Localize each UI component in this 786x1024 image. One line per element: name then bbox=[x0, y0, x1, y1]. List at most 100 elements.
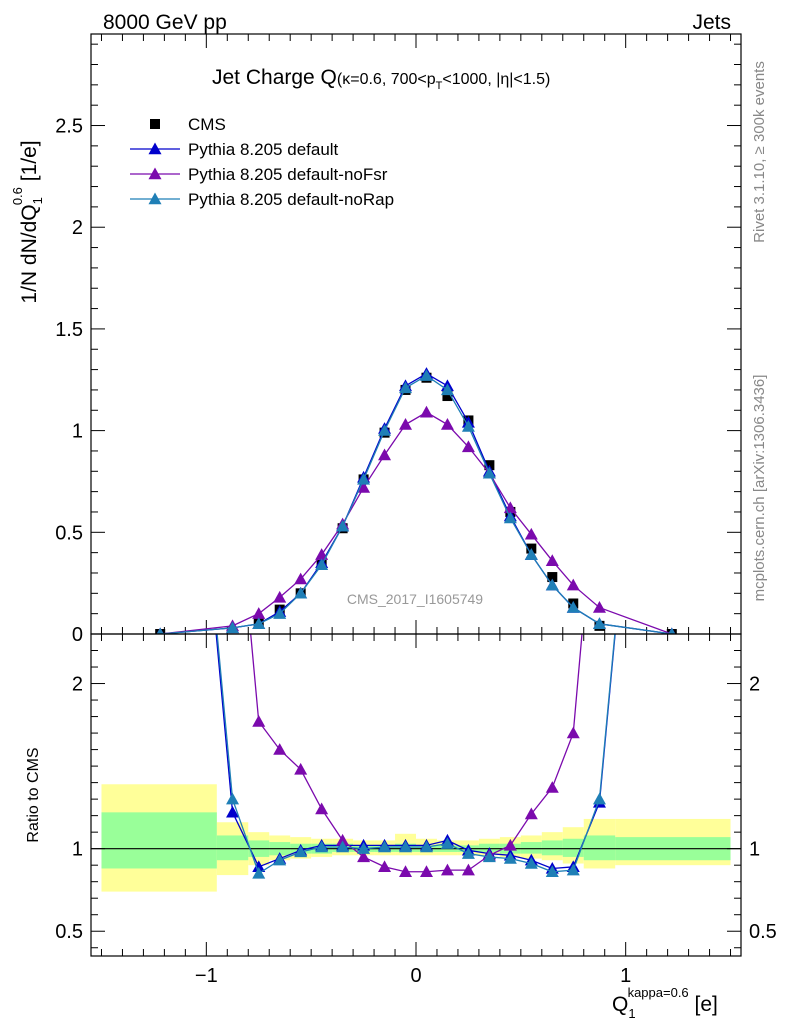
data-point-marker bbox=[252, 607, 266, 619]
ratio-point-marker bbox=[399, 865, 413, 877]
main-axis-ticks: 0 0.5 1 1.5 2 2.5 bbox=[55, 34, 741, 646]
ratio-ytick-label: 0.5 bbox=[55, 921, 83, 943]
ratio-point-marker bbox=[378, 840, 392, 853]
data-point-marker bbox=[252, 617, 266, 630]
ratio-point-marker bbox=[226, 805, 240, 818]
main-series-layer bbox=[155, 367, 677, 634]
data-point-marker bbox=[482, 466, 496, 479]
series-line bbox=[160, 374, 672, 634]
ratio-point-marker bbox=[482, 850, 496, 863]
legend-label: Pythia 8.205 default bbox=[188, 140, 339, 159]
ratio-point-marker bbox=[252, 715, 266, 727]
ratio-point-marker bbox=[252, 860, 266, 873]
data-point-marker bbox=[566, 578, 580, 591]
main-ytick-label: 2 bbox=[72, 217, 83, 239]
ratio-point-marker bbox=[252, 866, 266, 879]
ratio-point-marker bbox=[545, 865, 559, 877]
data-point-marker bbox=[156, 627, 164, 634]
ratio-point-marker bbox=[461, 847, 475, 859]
data-point-marker bbox=[524, 548, 538, 560]
ratio-point-marker bbox=[566, 863, 580, 876]
data-point-marker bbox=[524, 527, 538, 540]
data-point-marker bbox=[294, 586, 308, 599]
ratio-point-marker bbox=[273, 853, 287, 866]
data-point-marker bbox=[336, 519, 350, 532]
main-ytick-label: 2.5 bbox=[55, 116, 83, 138]
data-point-marker bbox=[378, 424, 392, 436]
legend-marker bbox=[148, 192, 162, 205]
data-point-marker bbox=[503, 511, 517, 524]
legend-label: Pythia 8.205 default-noRap bbox=[188, 190, 394, 209]
ratio-point-marker bbox=[226, 792, 240, 805]
ratio-point-marker bbox=[226, 429, 239, 441]
data-point-marker bbox=[668, 627, 676, 634]
data-point-marker bbox=[440, 418, 454, 430]
data-point-marker bbox=[545, 554, 559, 566]
ratio-point-marker bbox=[294, 845, 308, 858]
ratio-point-marker bbox=[315, 802, 329, 815]
ratio-point-marker bbox=[440, 863, 454, 876]
ratio-xtick-label: 1 bbox=[620, 965, 631, 987]
series-pythia-8-205-default-norap bbox=[156, 369, 676, 634]
ratio-point-marker bbox=[378, 860, 392, 873]
stat-uncertainty-band bbox=[583, 835, 616, 861]
ratio-series-layer bbox=[215, 429, 616, 879]
ratio-line bbox=[215, 634, 616, 870]
stat-uncertainty-band bbox=[216, 835, 249, 861]
data-point-marker bbox=[399, 418, 413, 430]
stat-uncertainty-band bbox=[520, 842, 542, 854]
main-ytick-label: 1.5 bbox=[55, 319, 83, 341]
ratio-xlabel: Q1kappa=0.6 [e] bbox=[612, 985, 718, 1021]
data-point-marker bbox=[566, 601, 580, 613]
data-point-marker bbox=[545, 578, 559, 591]
ratio-point-marker bbox=[273, 743, 287, 755]
ratio-series-pythia-8-205-default-norap bbox=[216, 634, 616, 879]
ratio-point-marker bbox=[566, 726, 580, 739]
legend-entry-cms: CMS bbox=[150, 115, 226, 134]
legend-entry-pythia-8-205-default-nofsr: Pythia 8.205 default-noFsr bbox=[130, 165, 388, 184]
analysis-watermark: CMS_2017_I1605749 bbox=[347, 591, 483, 607]
ratio-point-marker bbox=[592, 792, 606, 805]
legend-entry-pythia-8-205-default: Pythia 8.205 default bbox=[130, 140, 339, 159]
process-label: Jets bbox=[692, 11, 731, 34]
ratio-point-marker bbox=[419, 865, 433, 877]
ratio-axis-ticks: 0.5 0.5 1 1 2 2 −1 0 1 bbox=[55, 634, 777, 987]
series-line bbox=[160, 411, 673, 634]
ratio-ylabel: Ratio to CMS bbox=[25, 747, 42, 842]
main-ylabel: 1/N dN/dQ10.6 [1/e] bbox=[10, 140, 45, 303]
data-point-marker bbox=[357, 472, 371, 485]
ratio-point-marker bbox=[419, 840, 433, 853]
legend-marker bbox=[148, 142, 162, 155]
energy-label: 8000 GeV pp bbox=[103, 11, 227, 34]
ratio-point-marker bbox=[294, 762, 308, 775]
main-panel: 0 0.5 1 1.5 2 2.5 Jet Charge Q(κ=0.6, 700<pT<… bbox=[10, 33, 742, 646]
data-point-marker bbox=[419, 405, 433, 418]
ratio-ytick-label-right: 2 bbox=[749, 674, 760, 696]
main-ytick-label: 0 bbox=[72, 624, 83, 646]
ratio-plot-frame bbox=[90, 633, 742, 957]
legend-marker bbox=[150, 119, 160, 129]
data-point-marker bbox=[440, 383, 454, 396]
ratio-point-marker bbox=[357, 842, 371, 854]
ratio-point-marker bbox=[503, 838, 517, 851]
data-point-marker bbox=[399, 381, 413, 394]
data-point-marker bbox=[315, 558, 329, 571]
legend-entry-pythia-8-205-default-norap: Pythia 8.205 default-noRap bbox=[130, 190, 394, 209]
data-point-marker bbox=[461, 420, 475, 432]
ratio-xtick-label: 0 bbox=[410, 965, 421, 987]
ratio-point-marker bbox=[336, 833, 350, 846]
legend: CMS Pythia 8.205 default Pythia 8.205 defa… bbox=[130, 115, 394, 209]
chart-title: Jet Charge Q(κ=0.6, 700<pT<1000, |η|<1.5… bbox=[212, 66, 550, 92]
ratio-point-marker bbox=[524, 857, 538, 869]
ratio-point-marker bbox=[336, 840, 350, 853]
ratio-point-marker bbox=[593, 429, 606, 441]
ratio-series-pythia-8-205-default-nofsr bbox=[226, 429, 606, 877]
ratio-point-marker bbox=[503, 852, 517, 864]
ratio-point-marker bbox=[315, 840, 329, 853]
ratio-ytick-label: 1 bbox=[72, 839, 83, 861]
stat-uncertainty-band bbox=[541, 840, 563, 856]
ratio-ytick-label-right: 0.5 bbox=[749, 921, 777, 943]
main-ytick-label: 0.5 bbox=[55, 522, 83, 544]
ratio-point-marker bbox=[524, 807, 538, 820]
